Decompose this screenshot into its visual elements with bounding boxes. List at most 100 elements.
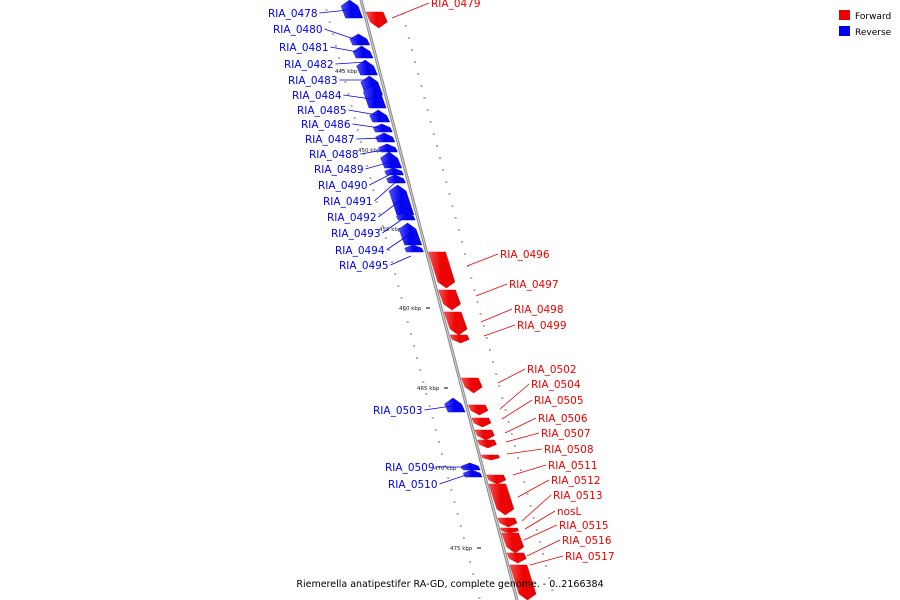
gene-ria-0485-label[interactable]: RIA_0485 bbox=[297, 105, 347, 117]
gene-ria-0485-leader bbox=[348, 109, 378, 116]
legend-reverse-label: Reverse bbox=[855, 28, 892, 38]
gene-ria-0499-label[interactable]: RIA_0499 bbox=[517, 320, 567, 332]
gene-ria-0515-label[interactable]: RIA_0515 bbox=[559, 520, 609, 532]
genome-backbone-highlight bbox=[360, 0, 518, 600]
gene-ria-0489-shading bbox=[380, 152, 402, 168]
gene-ria-0489-leader bbox=[365, 160, 395, 170]
gene-ria-0509-label[interactable]: RIA_0509 bbox=[385, 462, 435, 474]
gene-ria-0503-label[interactable]: RIA_0503 bbox=[373, 405, 423, 417]
gene-ria-0511-label[interactable]: RIA_0511 bbox=[548, 460, 598, 472]
gene-ria-0486-label[interactable]: RIA_0486 bbox=[301, 119, 351, 131]
gene-ria-0498-label[interactable]: RIA_0498 bbox=[514, 304, 564, 316]
gene-ria-0497-leader bbox=[475, 283, 508, 297]
gene-ria-0517-leader bbox=[529, 555, 564, 566]
gene-ria-0498-leader bbox=[480, 308, 513, 323]
gene-ria-0503-leader bbox=[424, 405, 453, 411]
gene-ria-0505-label[interactable]: RIA_0505 bbox=[534, 395, 584, 407]
gene-shapes bbox=[340, 0, 537, 600]
legend-forward-swatch bbox=[839, 10, 850, 20]
gene-ria-0482-shading bbox=[356, 60, 378, 75]
gene-ria-0494-leader bbox=[386, 231, 414, 251]
legend-reverse-swatch bbox=[839, 26, 850, 36]
gene-ria-0512-shading bbox=[488, 484, 514, 515]
gene-ria-0510-leader bbox=[439, 474, 467, 485]
gene-ria-0515-leader bbox=[523, 524, 558, 541]
gene-ria-0516-label[interactable]: RIA_0516 bbox=[562, 535, 612, 547]
scale-ticks bbox=[325, 9, 554, 599]
gene-ria-0511-shading bbox=[486, 475, 506, 484]
gene-labels: RIA_0478 RIA_0479 RIA_0480 RIA_0481 RIA_0482… bbox=[268, 0, 615, 563]
gene-ria-0492-shading bbox=[389, 185, 414, 215]
gene-nosl-label[interactable]: nosL bbox=[557, 506, 582, 518]
gene-ria-0508-leader bbox=[506, 448, 543, 455]
gene-ria-0513-label[interactable]: RIA_0513 bbox=[553, 490, 603, 502]
gene-ria-0507-shading bbox=[477, 440, 497, 448]
gene-ria-0497-label[interactable]: RIA_0497 bbox=[509, 279, 559, 291]
gene-ria-0499-shading bbox=[450, 335, 470, 343]
gene-ria-0493-shading bbox=[396, 213, 416, 220]
gene-ria-0486-shading bbox=[373, 124, 393, 132]
gene-ria-0483-label[interactable]: RIA_0483 bbox=[288, 75, 338, 87]
gene-ria-0516-shading bbox=[506, 553, 527, 563]
gene-ria-0510-label[interactable]: RIA_0510 bbox=[388, 479, 438, 491]
gene-ria-0495-shading bbox=[404, 245, 424, 252]
gene-ria-0482-label[interactable]: RIA_0482 bbox=[284, 59, 334, 71]
gene-ria-0510-shading bbox=[463, 470, 483, 477]
gene-ria-0496-shading bbox=[428, 252, 455, 288]
gene-ria-0503-shading bbox=[444, 398, 466, 412]
gene-ria-0480-leader bbox=[324, 28, 358, 41]
gene-ria-0504-shading bbox=[468, 405, 488, 415]
scale-label: 455 kbp bbox=[379, 227, 402, 233]
gene-ria-0495-leader bbox=[390, 255, 412, 266]
gene-ria-0502-label[interactable]: RIA_0502 bbox=[527, 364, 577, 376]
gene-ria-0507-label[interactable]: RIA_0507 bbox=[541, 428, 591, 440]
gene-ria-0488-label[interactable]: RIA_0488 bbox=[309, 149, 359, 161]
gene-ria-0484-leader bbox=[343, 94, 372, 100]
gene-ria-0491-leader bbox=[374, 180, 398, 202]
gene-ria-0481-label[interactable]: RIA_0481 bbox=[279, 42, 329, 54]
gene-nosl-leader bbox=[524, 510, 556, 530]
gene-ria-0512-leader bbox=[517, 479, 550, 498]
gene-ria-0508-label[interactable]: RIA_0508 bbox=[544, 444, 594, 456]
gene-ria-0487-shading bbox=[375, 133, 395, 142]
gene-ria-0515-shading bbox=[501, 533, 524, 553]
gene-ria-0478-label[interactable]: RIA_0478 bbox=[268, 8, 318, 20]
gene-ria-0493-leader bbox=[382, 217, 405, 234]
gene-ria-0496-label[interactable]: RIA_0496 bbox=[500, 249, 550, 261]
gene-ria-0506-label[interactable]: RIA_0506 bbox=[538, 413, 588, 425]
gene-ria-0497-shading bbox=[438, 290, 461, 310]
gene-ria-0492-label[interactable]: RIA_0492 bbox=[327, 212, 377, 224]
gene-ria-0512-label[interactable]: RIA_0512 bbox=[551, 475, 601, 487]
gene-ria-0491-label[interactable]: RIA_0491 bbox=[323, 196, 373, 208]
gene-ria-0487-label[interactable]: RIA_0487 bbox=[305, 134, 355, 146]
legend: Forward Reverse bbox=[839, 10, 892, 38]
gene-ria-0479-leader bbox=[391, 2, 430, 19]
gene-ria-0513-shading bbox=[497, 518, 518, 527]
gene-ria-0489-label[interactable]: RIA_0489 bbox=[314, 164, 364, 176]
gene-ria-0517-label[interactable]: RIA_0517 bbox=[565, 551, 615, 563]
gene-ria-0498-shading bbox=[444, 312, 468, 335]
gene-ria-0479-shading bbox=[366, 12, 388, 28]
gene-ria-0480-label[interactable]: RIA_0480 bbox=[273, 24, 323, 36]
gene-ria-0493-label[interactable]: RIA_0493 bbox=[331, 228, 381, 240]
gene-ria-0509-shading bbox=[461, 463, 481, 470]
gene-ria-0505-shading bbox=[471, 418, 492, 427]
gene-ria-0490-leader bbox=[369, 172, 394, 186]
scale-label: 445 kbp bbox=[335, 69, 358, 75]
gene-ria-0504-label[interactable]: RIA_0504 bbox=[531, 379, 581, 391]
gene-ria-0495-label[interactable]: RIA_0495 bbox=[339, 260, 389, 272]
gene-ria-0488-leader bbox=[360, 148, 391, 155]
scale-label: 465 kbp bbox=[417, 386, 440, 392]
legend-forward-label: Forward bbox=[855, 12, 891, 22]
gene-ria-0507-leader bbox=[505, 432, 540, 443]
gene-ria-0491-shading bbox=[386, 175, 406, 183]
gene-ria-0490-label[interactable]: RIA_0490 bbox=[318, 180, 368, 192]
gene-ria-0504-leader bbox=[499, 383, 530, 410]
gene-ria-0485-shading bbox=[369, 110, 390, 122]
gene-ria-0484-label[interactable]: RIA_0484 bbox=[292, 90, 342, 102]
gene-ria-0479-label[interactable]: RIA_0479 bbox=[431, 0, 481, 10]
gene-ria-0481-shading bbox=[352, 46, 374, 58]
gene-ria-0494-label[interactable]: RIA_0494 bbox=[335, 245, 385, 257]
gene-ria-0502-leader bbox=[497, 368, 526, 384]
